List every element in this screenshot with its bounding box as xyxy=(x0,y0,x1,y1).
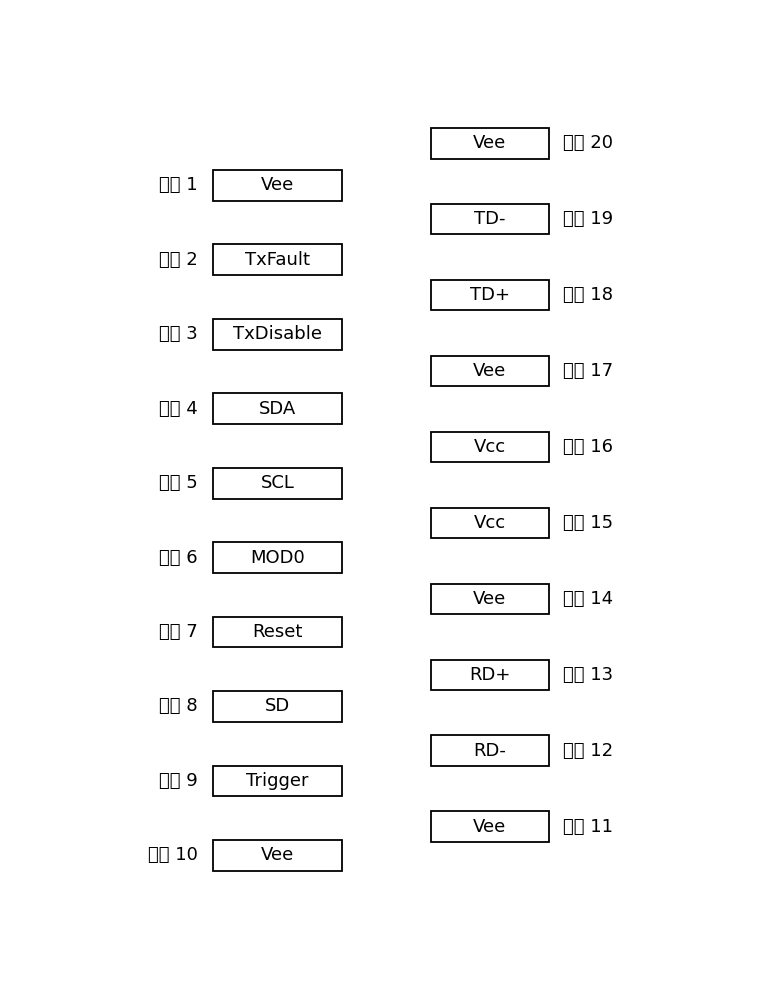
Text: 引脚 6: 引脚 6 xyxy=(160,549,198,567)
Bar xyxy=(431,204,549,234)
Bar xyxy=(213,617,342,647)
Text: 引脚 16: 引脚 16 xyxy=(563,438,613,456)
Text: 引脚 4: 引脚 4 xyxy=(160,400,198,418)
Text: Trigger: Trigger xyxy=(246,772,309,790)
Text: 引脚 18: 引脚 18 xyxy=(563,286,613,304)
Text: RD+: RD+ xyxy=(469,666,510,684)
Text: 引脚 7: 引脚 7 xyxy=(160,623,198,641)
Text: 引脚 10: 引脚 10 xyxy=(148,846,198,864)
Text: SD: SD xyxy=(265,697,290,715)
Text: Vee: Vee xyxy=(473,590,506,608)
Bar xyxy=(213,840,342,871)
Bar xyxy=(431,432,549,462)
Text: SCL: SCL xyxy=(261,474,295,492)
Text: RD-: RD- xyxy=(473,742,506,760)
Text: Vee: Vee xyxy=(261,176,294,194)
Text: 引脚 9: 引脚 9 xyxy=(160,772,198,790)
Text: TD+: TD+ xyxy=(470,286,510,304)
Text: 引脚 2: 引脚 2 xyxy=(160,251,198,269)
Text: 引脚 8: 引脚 8 xyxy=(160,697,198,715)
Bar xyxy=(213,542,342,573)
Text: 引脚 1: 引脚 1 xyxy=(160,176,198,194)
Text: TxDisable: TxDisable xyxy=(233,325,322,343)
Bar xyxy=(431,128,549,158)
Text: Vee: Vee xyxy=(473,362,506,380)
Text: Reset: Reset xyxy=(252,623,302,641)
Text: 引脚 17: 引脚 17 xyxy=(563,362,613,380)
Text: Vcc: Vcc xyxy=(473,438,505,456)
Bar xyxy=(213,691,342,722)
Text: 引脚 20: 引脚 20 xyxy=(563,134,613,152)
Bar xyxy=(213,244,342,275)
Bar xyxy=(431,660,549,690)
Text: 引脚 19: 引脚 19 xyxy=(563,210,613,228)
Text: TxFault: TxFault xyxy=(245,251,310,269)
Bar xyxy=(431,356,549,386)
Text: Vee: Vee xyxy=(261,846,294,864)
Bar xyxy=(213,468,342,499)
Text: 引脚 14: 引脚 14 xyxy=(563,590,613,608)
Bar xyxy=(431,584,549,614)
Text: Vcc: Vcc xyxy=(473,514,505,532)
Text: 引脚 12: 引脚 12 xyxy=(563,742,613,760)
Bar xyxy=(431,508,549,538)
Bar xyxy=(213,319,342,350)
Text: 引脚 13: 引脚 13 xyxy=(563,666,613,684)
Text: Vee: Vee xyxy=(473,134,506,152)
Text: 引脚 5: 引脚 5 xyxy=(160,474,198,492)
Bar xyxy=(431,735,549,766)
Bar xyxy=(213,766,342,796)
Text: Vee: Vee xyxy=(473,818,506,836)
Bar xyxy=(213,393,342,424)
Bar xyxy=(431,280,549,310)
Bar xyxy=(431,811,549,842)
Text: 引脚 3: 引脚 3 xyxy=(160,325,198,343)
Text: SDA: SDA xyxy=(259,400,296,418)
Text: 引脚 15: 引脚 15 xyxy=(563,514,613,532)
Text: MOD0: MOD0 xyxy=(250,549,305,567)
Text: TD-: TD- xyxy=(474,210,505,228)
Bar xyxy=(213,170,342,201)
Text: 引脚 11: 引脚 11 xyxy=(563,818,613,836)
